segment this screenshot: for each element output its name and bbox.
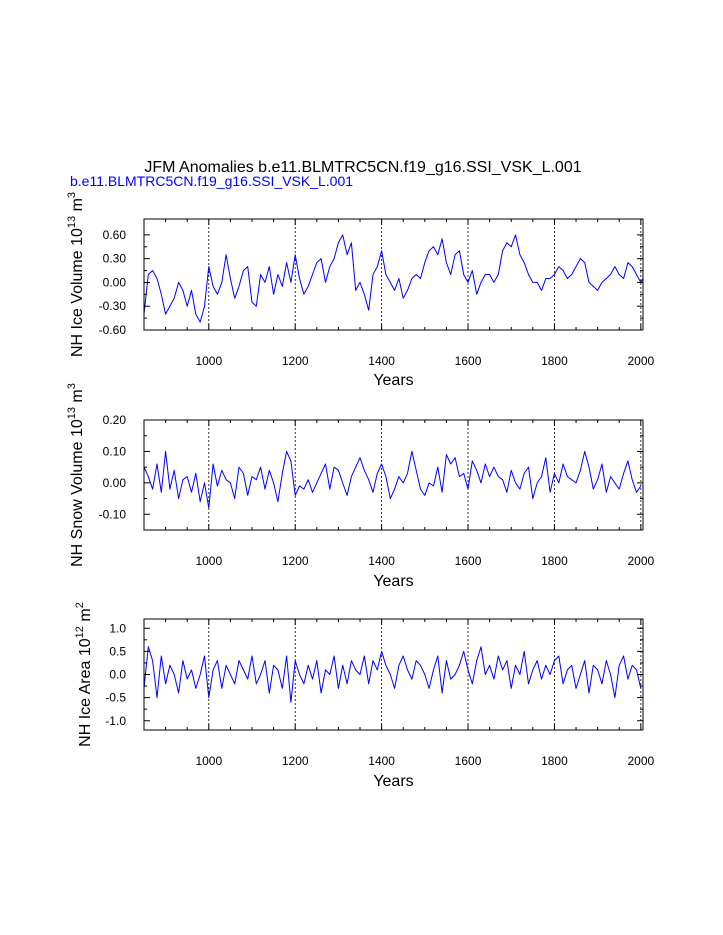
x-axis-label: Years [373, 573, 413, 590]
x-tick-label: 2000 [627, 554, 654, 568]
y-tick-label: -0.10 [99, 507, 127, 521]
plot-frame [143, 218, 644, 331]
plot-frame [143, 419, 644, 531]
y-axis-label-unit: m [69, 198, 86, 216]
panel-1: 1000 1200 1400 1600 1800 2000 -0.60 -0.30 0.00 0.… [66, 192, 655, 389]
y-axis-label-main: NH Ice Volume 10 [69, 228, 86, 357]
y-tick-label: 0.30 [103, 252, 127, 266]
y-tick-label: 1.0 [109, 621, 126, 635]
x-axis-label: Years [373, 372, 413, 389]
x-tick-label: 1200 [282, 754, 309, 768]
chart-title: JFM Anomalies b.e11.BLMTRC5CN.f19_g16.SS… [144, 159, 581, 176]
x-tick-label: 1200 [282, 354, 309, 368]
y-tick-label: 0.0 [109, 668, 126, 682]
y-axis-label-exponent: 12 [74, 626, 86, 638]
x-tick-label: 1000 [195, 354, 222, 368]
y-axis-label-main: NH Snow Volume 10 [69, 419, 86, 567]
y-axis-label-unit-exponent: 2 [74, 602, 86, 608]
y-axis-label-unit-exponent: 3 [66, 383, 78, 389]
series-line-nh-snow-volume [143, 450, 642, 509]
y-tick-label: -0.5 [105, 691, 126, 705]
x-tick-label: 1600 [455, 554, 482, 568]
y-tick-label: 0.5 [109, 644, 126, 658]
x-tick-label: 1200 [282, 554, 309, 568]
y-axis-label-unit: m [77, 608, 94, 626]
x-tick-label: 1800 [541, 554, 568, 568]
x-tick-label: 1000 [195, 754, 222, 768]
x-tick-label: 2000 [627, 754, 654, 768]
y-axis-label-exponent: 13 [66, 216, 78, 228]
y-axis-label-main: NH Ice Area 10 [77, 638, 94, 747]
x-axis-label: Years [373, 773, 413, 790]
y-tick-label: -0.60 [99, 323, 127, 337]
panel-2: 1000 1200 1400 1600 1800 2000 -0.10 0.00 0.10 0.2… [66, 383, 655, 590]
x-tick-label: 1600 [455, 354, 482, 368]
x-tick-label: 1400 [368, 554, 395, 568]
x-tick-label: 1400 [368, 754, 395, 768]
y-axis-label: NH Snow Volume 1013 m3 [66, 383, 86, 567]
x-tick-label: 1400 [368, 354, 395, 368]
y-axis-label-unit-exponent: 3 [66, 192, 78, 198]
y-tick-label: 0.60 [103, 228, 127, 242]
y-tick-label: 0.00 [103, 275, 127, 289]
y-axis-label-exponent: 13 [66, 407, 78, 419]
x-tick-label: 1000 [195, 554, 222, 568]
y-axis-label-unit: m [69, 389, 86, 407]
x-tick-label: 1800 [541, 754, 568, 768]
y-axis-label: NH Ice Area 1012 m2 [74, 602, 94, 747]
y-tick-label: -0.30 [99, 299, 127, 313]
series-line-nh-ice-area [143, 646, 642, 703]
x-tick-label: 2000 [627, 354, 654, 368]
panel-3: 1000 1200 1400 1600 1800 2000 -1.0 -0.5 0.0 0.5 1.… [74, 602, 655, 790]
y-tick-label: 0.20 [103, 413, 127, 427]
y-tick-label: 0.10 [103, 444, 127, 458]
chart-subtitle: b.e11.BLMTRC5CN.f19_g16.SSI_VSK_L.001 [70, 173, 353, 189]
y-tick-label: -1.0 [105, 714, 126, 728]
plot-frame [143, 618, 644, 731]
y-tick-label: 0.00 [103, 476, 127, 490]
x-tick-label: 1600 [455, 754, 482, 768]
series-line-nh-ice-volume [143, 234, 644, 323]
y-axis-label: NH Ice Volume 1013 m3 [66, 192, 86, 357]
x-tick-label: 1800 [541, 354, 568, 368]
